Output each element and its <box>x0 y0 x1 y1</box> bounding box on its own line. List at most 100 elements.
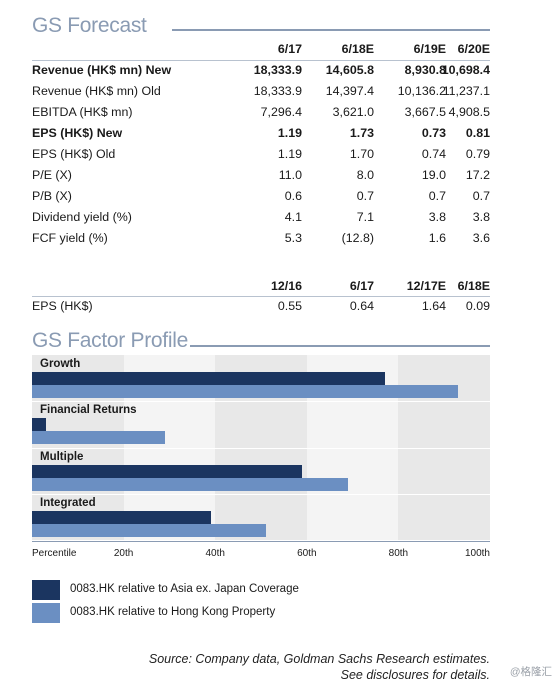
factor-bar-hk <box>32 477 349 491</box>
eps-table: 12/16 6/17 12/17E 6/18E EPS (HK$) 0.55 0… <box>32 277 490 317</box>
col-header: 6/17 <box>349 279 374 293</box>
row-value: 1.64 <box>421 299 446 313</box>
legend-swatch-dark <box>32 580 60 600</box>
row-value: 1.73 <box>349 126 374 140</box>
forecast-title: GS Forecast <box>32 14 147 37</box>
source-footnote: Source: Company data, Goldman Sachs Rese… <box>148 652 490 666</box>
row-value: 14,605.8 <box>325 63 374 77</box>
col-header: 6/20E <box>457 42 490 56</box>
forecast-table: 6/17 6/18E 6/19E 6/20E Revenue (HK$ mn) … <box>32 40 490 260</box>
legend-swatch-light <box>32 603 60 623</box>
factor-bar-asia <box>32 418 46 432</box>
row-value: 10,698.4 <box>441 63 490 77</box>
factor-bar-asia <box>32 464 303 478</box>
row-value: 18,333.9 <box>253 84 302 98</box>
row-value: 0.7 <box>472 189 490 203</box>
group-separator <box>32 447 490 449</box>
row-label: EBITDA (HK$ mn) <box>32 105 133 119</box>
forecast-row: Revenue (HK$ mn) Old 18,333.9 14,397.4 10,1… <box>32 82 490 103</box>
row-value: 1.70 <box>349 147 374 161</box>
eps-header-divider <box>32 296 490 297</box>
eps-header-row: 12/16 6/17 12/17E 6/18E <box>32 277 490 298</box>
row-value: 4.1 <box>284 210 302 224</box>
row-label: Revenue (HK$ mn) New <box>32 63 172 77</box>
row-value: 0.7 <box>428 189 446 203</box>
row-label: EPS (HK$) Old <box>32 147 116 161</box>
factor-bar-asia <box>32 510 211 524</box>
forecast-row: Revenue (HK$ mn) New 18,333.9 14,605.8 8,93… <box>32 61 490 82</box>
row-label: EPS (HK$) New <box>32 126 123 140</box>
forecast-row: EPS (HK$) Old 1.19 1.70 0.74 0.79 <box>32 145 490 166</box>
row-value: 0.74 <box>421 147 446 161</box>
row-value: 0.09 <box>465 299 490 313</box>
row-value: 17.2 <box>465 168 490 182</box>
factor-profile-title: GS Factor Profile <box>32 329 188 352</box>
row-label: Dividend yield (%) <box>32 210 132 224</box>
chart-axis <box>32 541 490 542</box>
group-separator <box>32 493 490 495</box>
col-header: 6/18E <box>341 42 374 56</box>
row-value: 3.8 <box>472 210 490 224</box>
row-value: 0.7 <box>356 189 374 203</box>
col-header: 6/18E <box>457 279 490 293</box>
row-value: 10,136.2 <box>397 84 446 98</box>
row-value: 1.6 <box>428 231 446 245</box>
row-label: Revenue (HK$ mn) Old <box>32 84 161 98</box>
row-value: (12.8) <box>341 231 374 245</box>
row-value: 3,621.0 <box>332 105 374 119</box>
factor-bar-hk <box>32 523 266 537</box>
row-value: 11,237.1 <box>442 84 490 98</box>
row-value: 0.6 <box>284 189 302 203</box>
row-value: 1.19 <box>277 126 302 140</box>
forecast-row: EBITDA (HK$ mn) 7,296.4 3,621.0 3,667.5 4,90… <box>32 103 490 124</box>
row-value: 7.1 <box>356 210 374 224</box>
forecast-row: Dividend yield (%) 4.1 7.1 3.8 3.8 <box>32 208 490 229</box>
axis-title: Percentile <box>32 548 77 559</box>
forecast-row: EPS (HK$) New 1.19 1.73 0.73 0.81 <box>32 124 490 145</box>
disclosure-footnote: See disclosures for details. <box>340 668 490 682</box>
row-value: 8,930.8 <box>404 63 446 77</box>
row-value: 0.55 <box>277 299 302 313</box>
factor-group-label: Integrated <box>40 496 96 509</box>
row-value: 0.81 <box>465 126 490 140</box>
group-separator <box>32 401 490 403</box>
factor-bar-hk <box>32 385 458 398</box>
row-label: P/B (X) <box>32 189 72 203</box>
col-header: 6/19E <box>413 42 446 56</box>
col-header: 12/16 <box>270 279 302 293</box>
row-label: P/E (X) <box>32 168 72 182</box>
factor-bar-asia <box>32 372 385 385</box>
factor-group-label: Growth <box>40 358 81 370</box>
forecast-title-rule <box>172 29 490 31</box>
row-value: 5.3 <box>284 231 302 245</box>
row-value: 11.0 <box>278 168 302 182</box>
row-label: FCF yield (%) <box>32 231 108 245</box>
factor-bar-hk <box>32 431 165 445</box>
row-value: 14,397.4 <box>325 84 374 98</box>
row-value: 3.8 <box>428 210 446 224</box>
eps-row: EPS (HK$) 0.55 0.64 1.64 0.09 <box>32 297 490 318</box>
col-header: 6/17 <box>277 42 302 56</box>
row-value: 3.6 <box>472 231 490 245</box>
forecast-row: P/B (X) 0.6 0.7 0.7 0.7 <box>32 187 490 208</box>
watermark: @格隆汇 <box>509 666 552 678</box>
header-divider <box>32 60 490 61</box>
factor-group-label: Financial Returns <box>40 404 137 417</box>
row-value: 0.73 <box>421 126 446 140</box>
row-value: 0.64 <box>349 299 374 313</box>
row-value: 4,908.5 <box>448 105 490 119</box>
row-value: 8.0 <box>356 168 374 182</box>
factor-profile-title-rule <box>190 345 490 347</box>
row-value: 18,333.9 <box>253 63 302 77</box>
axis-tick-label: 80th <box>388 548 409 559</box>
row-value: 19.0 <box>421 168 446 182</box>
row-label: EPS (HK$) <box>32 299 93 313</box>
axis-tick-label: 20th <box>113 548 134 559</box>
row-value: 7,296.4 <box>260 105 302 119</box>
axis-tick-label: 40th <box>205 548 225 559</box>
forecast-row: FCF yield (%) 5.3 (12.8) 1.6 3.6 <box>32 229 490 250</box>
axis-tick-label: 60th <box>297 548 317 559</box>
row-value: 0.79 <box>465 147 490 161</box>
row-value: 1.19 <box>277 147 302 161</box>
axis-tick-label: 100th <box>464 548 490 559</box>
